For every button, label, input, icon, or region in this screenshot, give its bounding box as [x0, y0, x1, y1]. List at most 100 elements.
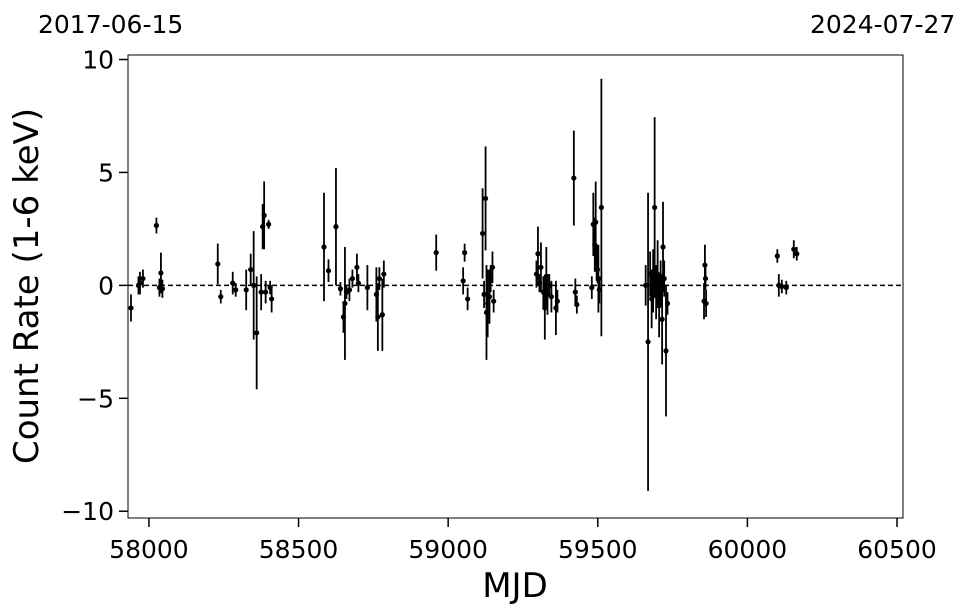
data-marker — [774, 253, 780, 259]
data-point — [481, 280, 487, 308]
data-marker — [325, 268, 332, 274]
data-point — [703, 289, 709, 317]
data-point — [218, 289, 224, 304]
data-point — [774, 249, 780, 263]
data-marker — [153, 222, 160, 229]
data-point — [702, 267, 709, 290]
data-point — [554, 289, 560, 313]
x-tick-label: 58500 — [259, 535, 339, 564]
data-point — [233, 283, 239, 297]
data-point — [333, 167, 339, 286]
data-point — [542, 276, 548, 340]
y-tick-label: −10 — [61, 497, 114, 526]
data-points-group — [128, 78, 800, 491]
data-marker — [254, 330, 260, 336]
data-point — [572, 278, 578, 306]
data-marker — [375, 314, 381, 320]
data-marker — [218, 294, 224, 300]
data-marker — [589, 285, 595, 291]
data-point — [491, 289, 497, 313]
data-point — [538, 242, 544, 293]
data-point — [266, 219, 272, 229]
data-point — [482, 146, 489, 251]
data-point — [489, 251, 496, 284]
data-point — [140, 269, 146, 288]
data-point — [652, 117, 658, 298]
data-point — [661, 260, 667, 297]
data-point — [376, 267, 382, 290]
data-marker — [158, 270, 164, 276]
data-point — [354, 253, 360, 281]
data-marker — [266, 221, 272, 227]
data-marker — [376, 275, 382, 282]
data-marker — [489, 264, 496, 270]
data-marker — [460, 278, 466, 284]
data-point — [791, 240, 797, 259]
data-point — [248, 253, 254, 286]
data-point — [349, 269, 356, 288]
data-marker — [702, 262, 708, 268]
data-marker — [258, 289, 264, 295]
data-point — [251, 231, 257, 340]
data-marker — [462, 250, 468, 256]
data-marker — [251, 282, 257, 288]
data-point — [375, 283, 381, 351]
data-marker — [230, 280, 236, 286]
x-tick-label: 59500 — [558, 535, 638, 564]
data-point — [783, 280, 789, 295]
data-point — [645, 192, 651, 491]
data-marker — [333, 224, 339, 230]
x-tick-label: 59000 — [408, 535, 488, 564]
y-tick-label: 5 — [98, 158, 114, 187]
data-point — [589, 276, 595, 299]
data-point — [433, 234, 439, 271]
data-marker — [574, 301, 580, 308]
data-marker — [572, 289, 578, 295]
data-point — [535, 226, 541, 281]
data-point — [794, 246, 800, 261]
data-marker — [554, 298, 560, 304]
data-point — [664, 292, 671, 315]
data-marker — [491, 298, 497, 304]
data-marker — [381, 271, 387, 277]
data-point — [263, 280, 269, 304]
data-marker — [660, 244, 666, 250]
data-marker — [663, 348, 669, 354]
data-point — [153, 217, 160, 234]
data-point — [215, 243, 221, 285]
y-tick-label: 10 — [82, 46, 114, 75]
data-marker — [664, 300, 671, 307]
data-marker — [269, 296, 275, 302]
data-marker — [703, 300, 709, 307]
data-marker — [779, 283, 785, 290]
data-point — [643, 265, 649, 306]
data-marker — [783, 285, 789, 291]
data-marker — [794, 251, 800, 257]
data-marker — [482, 195, 489, 202]
data-marker — [571, 175, 577, 181]
data-marker — [233, 287, 239, 293]
data-marker — [337, 286, 344, 292]
data-marker — [321, 244, 327, 250]
data-point — [243, 269, 249, 311]
data-point — [258, 274, 264, 311]
data-point — [254, 276, 260, 390]
data-point — [159, 279, 166, 298]
data-point — [321, 192, 327, 302]
data-point — [346, 278, 353, 302]
data-marker — [538, 264, 544, 270]
x-tick-label: 60000 — [708, 535, 788, 564]
data-marker — [137, 280, 143, 286]
data-point — [462, 243, 468, 262]
data-point — [137, 271, 143, 295]
data-marker — [661, 275, 667, 282]
data-marker — [243, 287, 249, 293]
data-point — [342, 246, 348, 360]
top-right-date-label: 2024-07-27 — [810, 10, 955, 39]
data-marker — [593, 219, 599, 225]
data-marker — [140, 275, 146, 282]
data-point — [548, 280, 555, 313]
data-marker — [542, 305, 548, 311]
data-marker — [379, 312, 385, 318]
data-point — [598, 78, 604, 337]
